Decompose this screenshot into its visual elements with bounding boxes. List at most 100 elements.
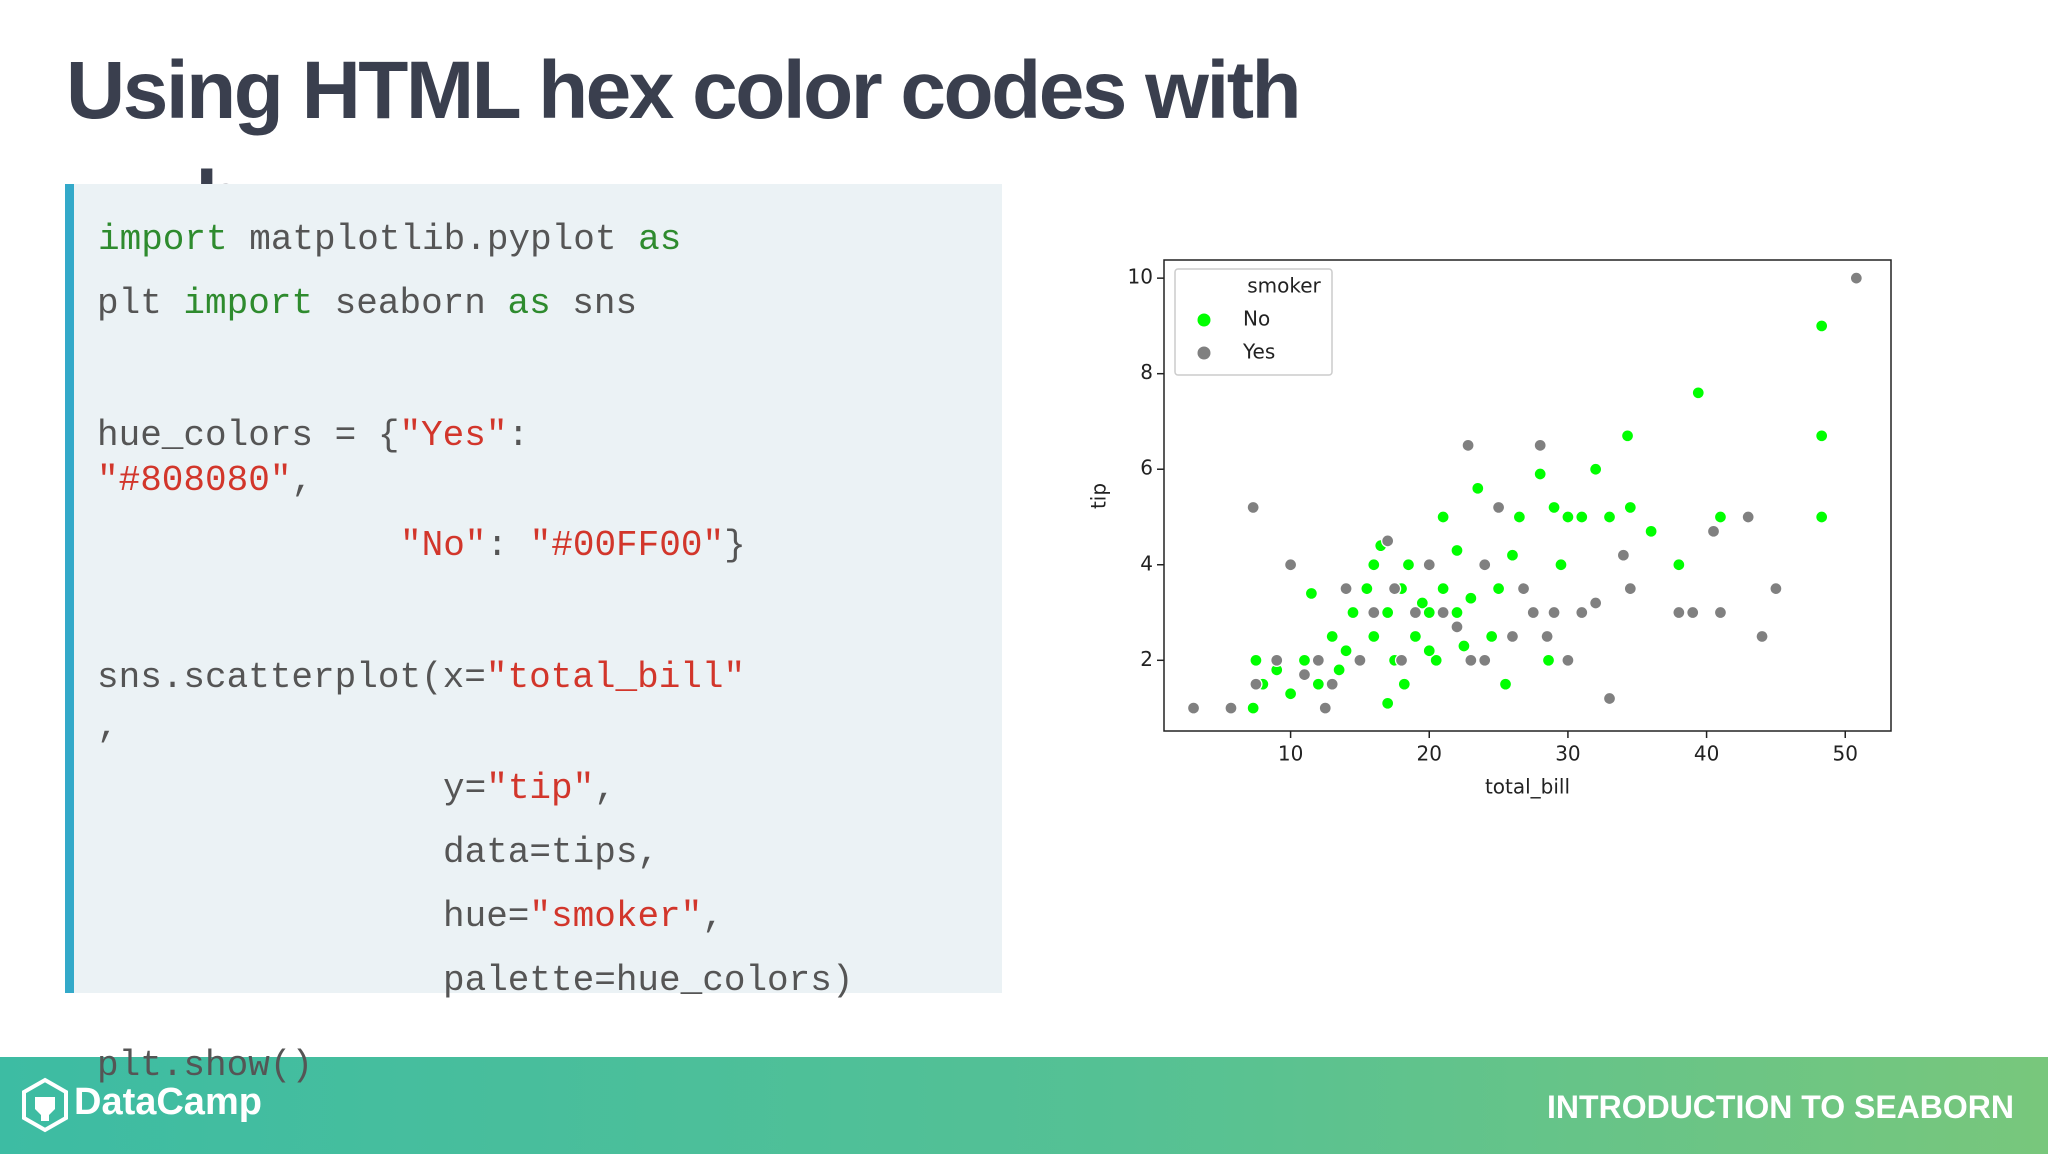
point [1346, 605, 1360, 620]
point [1457, 639, 1471, 653]
point [1408, 605, 1423, 620]
point [1478, 653, 1492, 667]
point [1360, 581, 1374, 596]
point [1436, 605, 1450, 620]
point [1623, 581, 1637, 596]
point [1547, 605, 1561, 620]
code-line: , [97, 705, 119, 749]
course-name: INTRODUCTION TO SEABORN [1547, 1089, 2014, 1125]
point [1547, 500, 1561, 515]
legend-marker [1196, 312, 1212, 328]
point [1561, 510, 1575, 524]
point [1602, 691, 1617, 706]
y-tick-label: 2 [1140, 647, 1153, 671]
y-axis-label: tip [1087, 483, 1111, 509]
point [1249, 653, 1263, 667]
point [1381, 605, 1395, 620]
code-line: data=tips, [443, 831, 659, 875]
code-line: "No": "#00FF00"} [400, 524, 746, 568]
point [1422, 558, 1436, 572]
point [1815, 429, 1829, 443]
point [1491, 581, 1506, 596]
footer: DataCamp INTRODUCTION TO SEABORN [0, 1057, 2048, 1154]
code-line: y="tip", [443, 767, 616, 811]
point [1755, 629, 1769, 644]
code-token: data=tips, [443, 832, 660, 873]
code-token: , [594, 768, 616, 809]
y-tick-label: 4 [1140, 551, 1153, 575]
point [1616, 548, 1631, 562]
code-line: "#808080", [97, 459, 313, 503]
point [1246, 701, 1260, 715]
point [1706, 524, 1721, 538]
point [1283, 558, 1298, 572]
point [1387, 581, 1402, 596]
code-line: import matplotlib.pyplot as [98, 218, 681, 262]
point [1589, 462, 1603, 476]
point [1541, 653, 1556, 667]
point [1533, 438, 1547, 452]
point [1691, 386, 1705, 400]
point [1713, 510, 1728, 524]
x-tick-label: 10 [1278, 742, 1303, 766]
point [1498, 677, 1513, 691]
point [1450, 620, 1464, 634]
code-token: palette=hue_colors) [443, 960, 854, 1001]
point [1283, 687, 1298, 701]
point [1401, 558, 1416, 572]
point [1249, 677, 1263, 691]
legend-box [1174, 268, 1333, 376]
point [1620, 429, 1635, 443]
code-token: sns.scatterplot(x= [97, 657, 486, 698]
point [1246, 500, 1260, 515]
point [1339, 581, 1353, 596]
point [1297, 667, 1312, 682]
code-line: plt import seaborn as sns [97, 282, 637, 326]
point [1575, 510, 1589, 524]
point [1450, 543, 1464, 558]
x-tick-label: 30 [1555, 742, 1580, 766]
code-line: hue="smoker", [443, 895, 724, 939]
point [1339, 644, 1353, 658]
code-box [65, 184, 1002, 993]
point [1332, 663, 1346, 677]
point [1311, 677, 1325, 691]
point [1429, 653, 1443, 667]
x-tick-label: 50 [1833, 742, 1858, 766]
point [1602, 510, 1617, 524]
code-token: sns [550, 283, 638, 324]
point [1533, 467, 1547, 481]
code-token: : [507, 415, 530, 456]
code-line: sns.scatterplot(x="total_bill" [97, 656, 745, 700]
legend-label: Yes [1242, 340, 1275, 364]
point [1436, 510, 1450, 524]
point [1394, 653, 1409, 667]
code-token: , [702, 896, 724, 937]
code-line: palette=hue_colors) [443, 959, 853, 1003]
point [1381, 696, 1395, 710]
point [1325, 677, 1339, 691]
point [1270, 653, 1284, 667]
code-token: "#00FF00" [529, 525, 725, 566]
point [1224, 701, 1238, 715]
code-token: "Yes" [399, 415, 508, 456]
point [1461, 438, 1475, 452]
point [1516, 581, 1531, 596]
y-tick-label: 10 [1128, 265, 1153, 289]
x-tick-label: 20 [1417, 742, 1442, 766]
x-tick-label: 40 [1694, 742, 1719, 766]
point [1304, 586, 1319, 601]
legend-marker [1196, 345, 1212, 361]
point [1505, 629, 1520, 644]
point [1367, 558, 1381, 572]
point [1318, 701, 1332, 715]
chart: 10 20 30 40 50 2 4 6 8 10 total_bill tip smoker No Yes [1087, 259, 1892, 799]
point [1815, 319, 1829, 333]
y-tick-label: 6 [1140, 456, 1153, 480]
code-token: plt [97, 283, 184, 324]
point [1491, 500, 1506, 515]
point [1415, 596, 1429, 610]
code-token: as [638, 219, 682, 260]
point [1485, 629, 1499, 644]
code-token: : [486, 525, 530, 566]
